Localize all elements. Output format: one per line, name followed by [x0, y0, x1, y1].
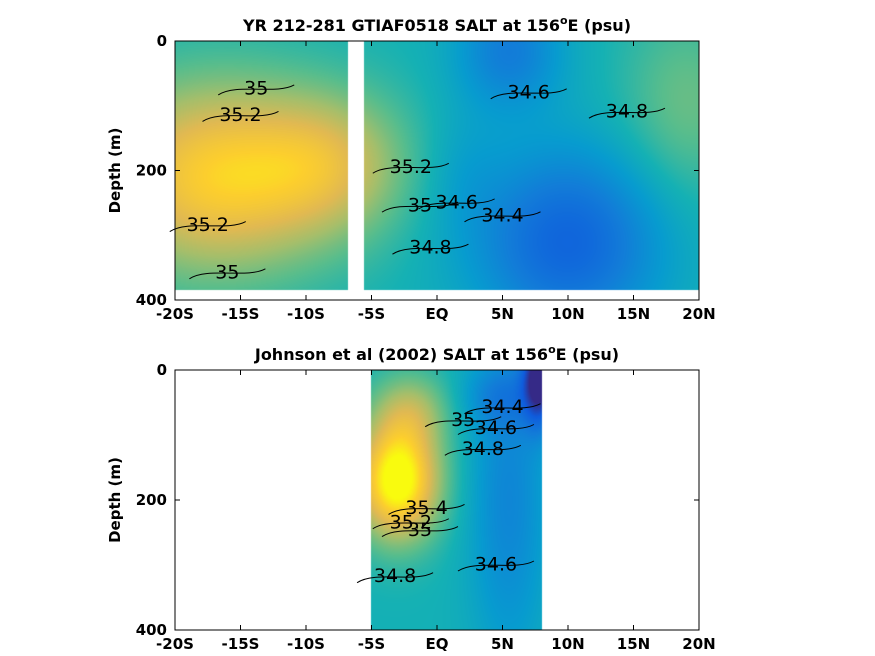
contour-label: 35: [244, 77, 268, 99]
contour-label: 35: [215, 261, 239, 283]
contour-35: [424, 416, 502, 428]
x-tick-label: -10S: [287, 635, 325, 653]
contour-34-6: [457, 560, 535, 572]
x-tick-label: 5N: [491, 635, 514, 653]
x-tick-label: EQ: [426, 305, 449, 323]
contour-label: 34.4: [481, 396, 523, 418]
x-tick-label: 15N: [617, 635, 650, 653]
contour-lines: [169, 84, 666, 280]
contour-label: 35: [408, 195, 432, 217]
contour-label: 35: [451, 409, 475, 431]
x-tick-label: -15S: [222, 305, 260, 323]
x-tick-label: -20S: [156, 305, 194, 323]
x-tick-label: 10N: [551, 635, 584, 653]
salinity-field: [175, 41, 699, 300]
contour-35-2: [372, 518, 450, 530]
contour-label: 35.2: [390, 511, 432, 533]
chart-title: YR 212-281 GTIAF0518 SALT at 156oE (psu): [242, 14, 631, 35]
x-tick-label: EQ: [426, 635, 449, 653]
x-tick-label: -5S: [358, 635, 385, 653]
contour-34-6: [418, 198, 495, 210]
contour-label: 35.2: [219, 104, 261, 126]
contour-label: 34.8: [374, 565, 416, 587]
contour-label: 35.4: [405, 497, 447, 519]
x-tick-label: 20N: [682, 635, 715, 653]
contour-label: 35.2: [390, 156, 432, 178]
contour-35: [217, 84, 295, 96]
x-tick-label: -10S: [287, 305, 325, 323]
contour-label: 34.8: [606, 101, 648, 123]
contour-34-8: [588, 107, 666, 119]
contour-35-2: [372, 162, 450, 174]
contour-label: 34.4: [481, 204, 523, 226]
y-axis-label: Depth (m): [106, 457, 124, 543]
contour-34-8: [392, 243, 469, 255]
contour-34-4: [464, 211, 541, 223]
contour-34-8: [444, 444, 522, 456]
x-tick-label: 5N: [491, 305, 514, 323]
contour-35-2: [202, 111, 279, 122]
salinity-field: [175, 370, 699, 630]
contour-label: 34.6: [475, 554, 517, 576]
contour-35: [381, 526, 459, 537]
y-tick-label: 200: [136, 491, 167, 509]
contour-35: [189, 268, 266, 280]
y-axis-label: Depth (m): [106, 128, 124, 214]
y-tick-label: 200: [136, 162, 167, 180]
chart-title: Johnson et al (2002) SALT at 156oE (psu): [254, 343, 619, 364]
x-tick-label: -5S: [358, 305, 385, 323]
contour-lines: [356, 403, 541, 584]
contour-label: 35: [408, 519, 432, 541]
contour-34-6: [457, 424, 535, 435]
contour-35: [381, 201, 459, 213]
contour-label: 34.6: [475, 417, 517, 439]
y-tick-label: 400: [136, 621, 167, 639]
contour-label: 35.2: [187, 214, 229, 236]
contour-label: 34.6: [435, 191, 477, 213]
x-tick-label: 15N: [617, 305, 650, 323]
x-tick-label: -15S: [222, 635, 260, 653]
y-tick-label: 400: [136, 291, 167, 309]
panel-top: 3535.235.23535.23534.834.634.434.634.8-2…: [106, 14, 716, 323]
contour-34-6: [490, 88, 567, 100]
contour-34-8: [356, 572, 434, 584]
contour-label: 34.8: [462, 438, 504, 460]
x-tick-label: 20N: [682, 305, 715, 323]
contour-34-4: [464, 403, 541, 415]
contour-label: 34.8: [409, 237, 451, 259]
y-tick-label: 0: [157, 361, 167, 379]
x-tick-label: 10N: [551, 305, 584, 323]
contour-35-4: [388, 504, 465, 515]
y-tick-label: 0: [157, 32, 167, 50]
contour-35-2: [169, 221, 246, 232]
contour-label: 34.6: [508, 81, 550, 103]
x-tick-label: -20S: [156, 635, 194, 653]
